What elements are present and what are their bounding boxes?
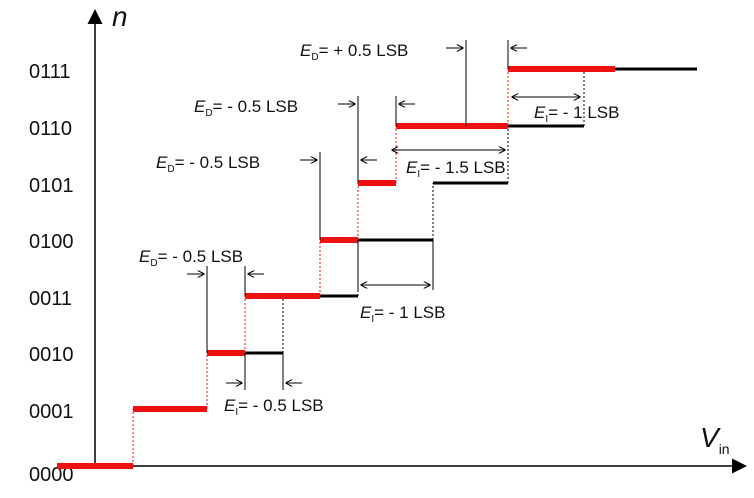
code-labels: 0000 0001 0010 0011 0100 0101 0110 0111: [29, 61, 74, 486]
differential-error-label-2: ED= - 0.5 LSB: [194, 97, 298, 119]
code-label-0000: 0000: [29, 464, 74, 486]
measurement-lines: [206, 40, 509, 390]
measurement-arrows: [187, 48, 580, 383]
actual-transitions: [132, 69, 509, 466]
code-label-0101: 0101: [29, 175, 74, 197]
code-label-0111: 0111: [29, 61, 71, 83]
integral-error-label-2: EI= - 1.5 LSB: [406, 158, 506, 180]
y-axis-label: n: [112, 1, 128, 32]
x-axis-label: Vin: [700, 422, 730, 457]
code-label-0100: 0100: [29, 231, 74, 253]
integral-error-label-3: EI= - 1 LSB: [534, 103, 619, 125]
code-label-0011: 0011: [29, 288, 72, 310]
integral-error-label-1: EI= - 1 LSB: [360, 303, 445, 325]
code-label-0010: 0010: [29, 344, 74, 366]
actual-transfer-curve: [57, 66, 615, 469]
differential-error-label-4: ED= - 0.5 LSB: [139, 247, 243, 269]
differential-error-label-1: ED= + 0.5 LSB: [300, 41, 408, 63]
differential-error-label-3: ED= - 0.5 LSB: [156, 153, 260, 175]
code-label-0001: 0001: [29, 401, 74, 423]
code-label-0110: 0110: [29, 118, 72, 140]
integral-error-label-4: EI= - 0.5 LSB: [224, 396, 324, 418]
